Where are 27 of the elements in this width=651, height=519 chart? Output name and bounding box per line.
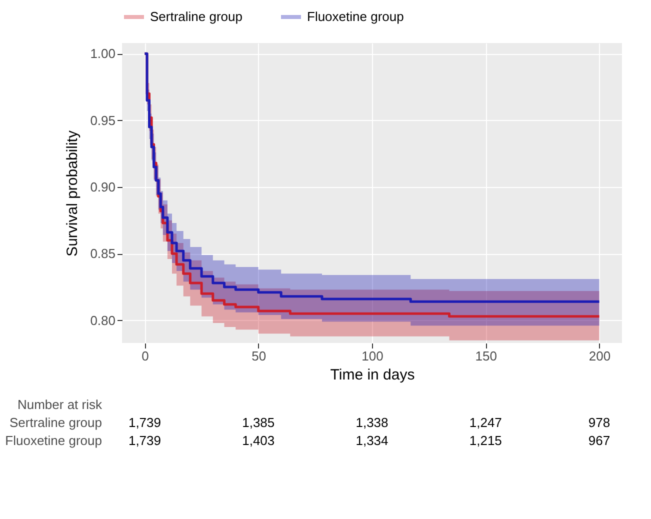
x-tick-label: 50 (252, 348, 266, 364)
text: 1,247 (469, 415, 502, 430)
legend-label: Sertraline group (150, 9, 242, 24)
x-tick-label: 150 (475, 348, 497, 364)
text: 1,385 (242, 415, 275, 430)
x-axis-title: Time in days (330, 366, 415, 384)
text: Sertraline group (10, 415, 102, 430)
y-tick-label: 1.00 (90, 46, 116, 62)
y-tick-label: 0.80 (90, 312, 116, 328)
legend-label: Fluoxetine group (307, 9, 404, 24)
text: 978 (588, 415, 610, 430)
text: 1,403 (242, 433, 275, 448)
text: 1,215 (469, 433, 502, 448)
y-tick-label: 0.85 (90, 246, 116, 262)
x-tick-label: 0 (142, 348, 149, 364)
x-tick-label: 200 (588, 348, 611, 364)
y-axis-title: Survival probability (64, 130, 82, 256)
text: Number at risk (17, 397, 102, 412)
text: Fluoxetine group (5, 433, 102, 448)
text: 1,338 (356, 415, 388, 430)
text: 1,739 (128, 415, 161, 430)
y-tick-label: 0.95 (90, 112, 116, 128)
x-tick-label: 100 (362, 348, 384, 364)
text: 1,739 (128, 433, 161, 448)
y-tick-label: 0.90 (90, 180, 116, 194)
text: 1,334 (356, 433, 388, 448)
text: 967 (588, 433, 610, 448)
